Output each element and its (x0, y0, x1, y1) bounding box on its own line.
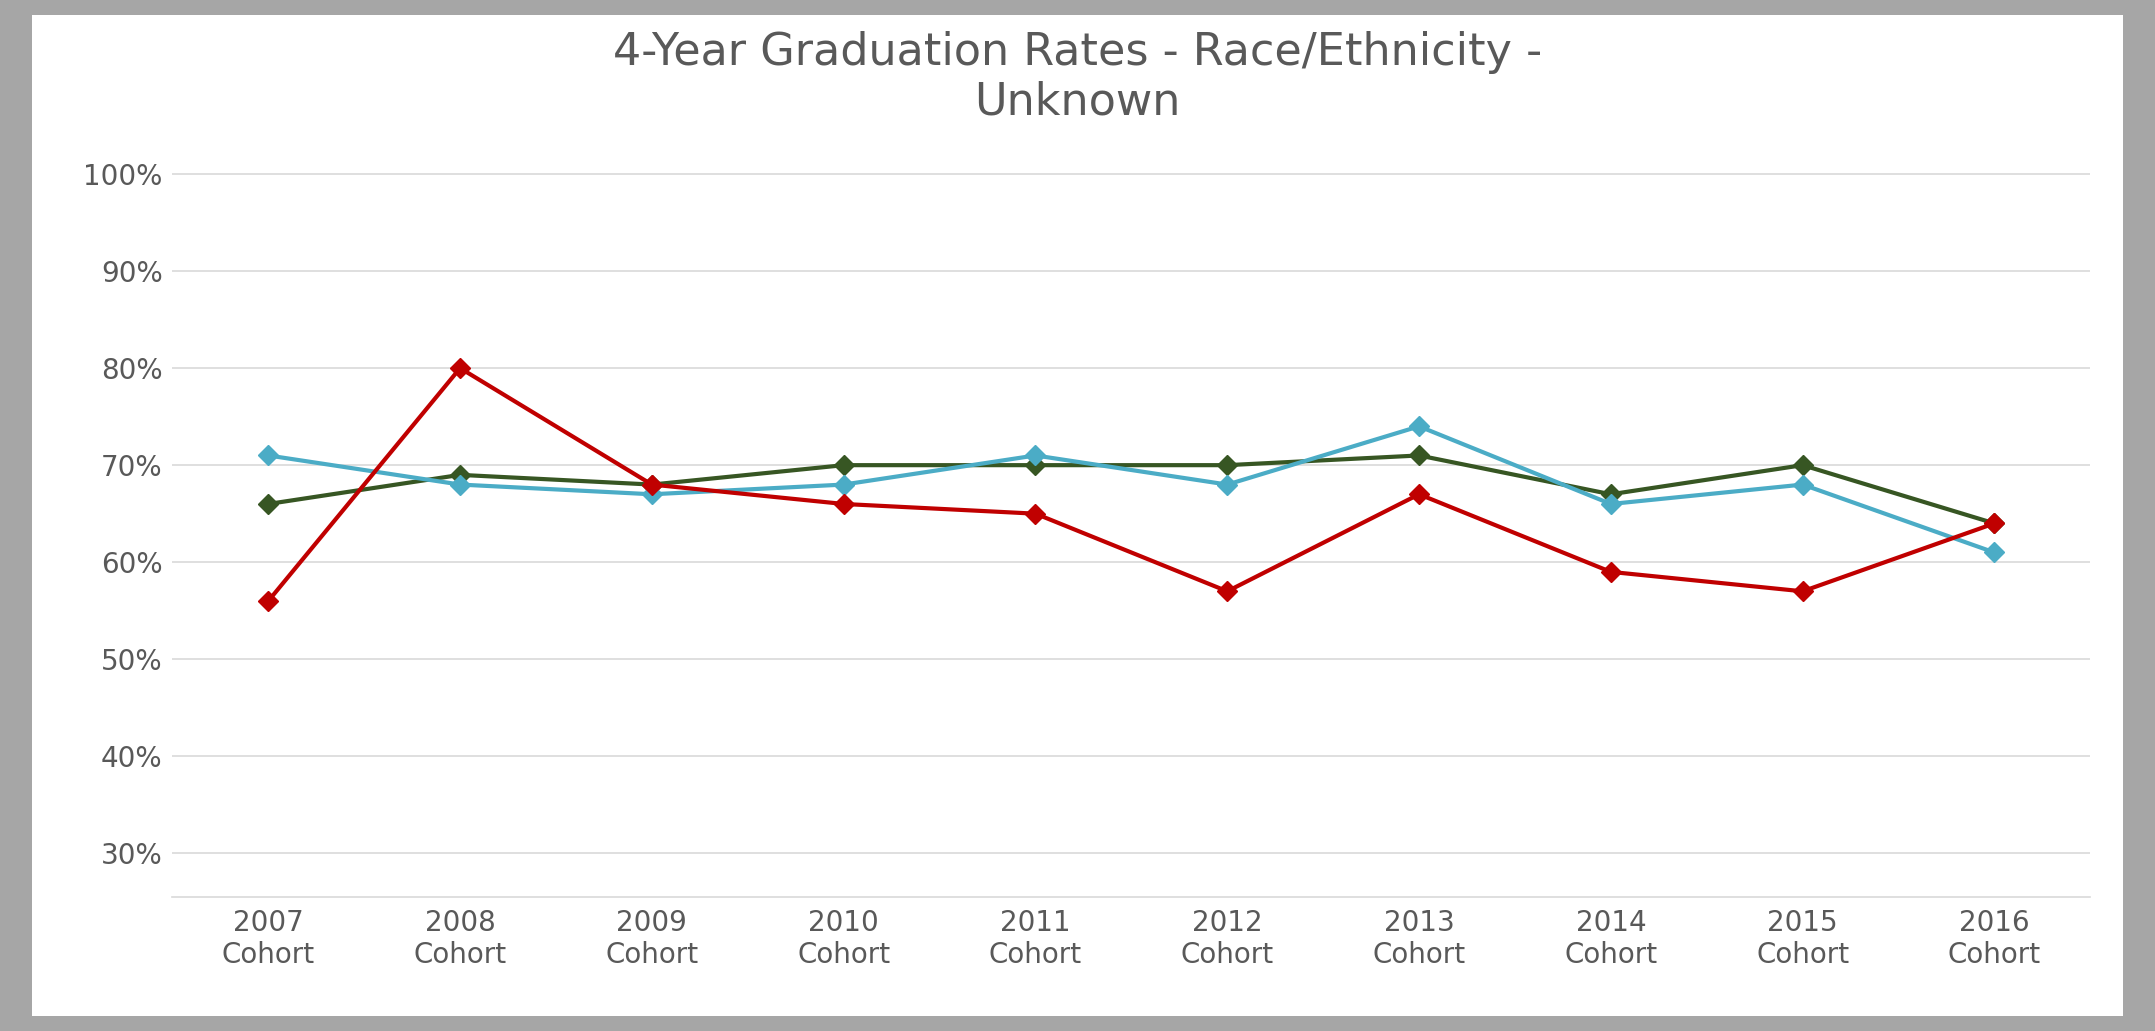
WestCoast Benchmark Institutions (832, 478, 858, 491)
All Benchmark Institutions (448, 469, 474, 481)
Seattle University (1021, 507, 1047, 520)
Text: 4-Year Graduation Rates - Race/Ethnicity -
Unknown: 4-Year Graduation Rates - Race/Ethnicity… (612, 31, 1543, 124)
WestCoast Benchmark Institutions (1789, 478, 1815, 491)
All Benchmark Institutions (1407, 450, 1433, 462)
All Benchmark Institutions (1215, 459, 1241, 471)
WestCoast Benchmark Institutions (1021, 450, 1047, 462)
All Benchmark Institutions (1021, 459, 1047, 471)
Seattle University (640, 478, 666, 491)
Line: Seattle University: Seattle University (261, 361, 2002, 608)
Line: WestCoast Benchmark Institutions: WestCoast Benchmark Institutions (261, 420, 2002, 560)
Line: All Benchmark Institutions: All Benchmark Institutions (261, 448, 2002, 530)
WestCoast Benchmark Institutions (448, 478, 474, 491)
Seattle University (256, 595, 280, 607)
All Benchmark Institutions (640, 478, 666, 491)
WestCoast Benchmark Institutions (1407, 421, 1433, 433)
WestCoast Benchmark Institutions (1983, 546, 2008, 559)
All Benchmark Institutions (256, 498, 280, 510)
Seattle University (1983, 518, 2008, 530)
All Benchmark Institutions (1789, 459, 1815, 471)
Seattle University (1789, 586, 1815, 598)
All Benchmark Institutions (1597, 488, 1623, 500)
Seattle University (448, 362, 474, 374)
All Benchmark Institutions (1983, 518, 2008, 530)
Seattle University (1215, 586, 1241, 598)
WestCoast Benchmark Institutions (640, 488, 666, 500)
WestCoast Benchmark Institutions (1215, 478, 1241, 491)
Seattle University (1597, 566, 1623, 578)
Seattle University (832, 498, 858, 510)
Seattle University (1407, 488, 1433, 500)
All Benchmark Institutions (832, 459, 858, 471)
WestCoast Benchmark Institutions (1597, 498, 1623, 510)
WestCoast Benchmark Institutions (256, 450, 280, 462)
